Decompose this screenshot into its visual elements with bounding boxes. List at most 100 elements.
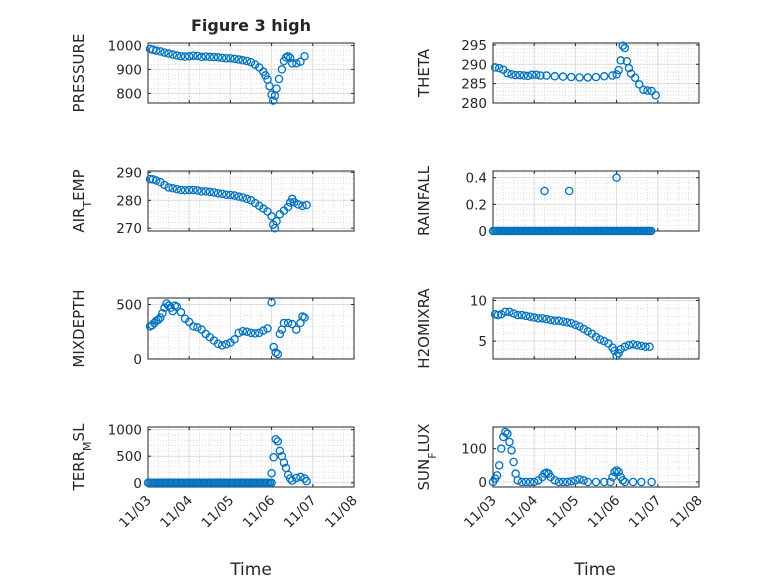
h2omixra-data-point [595, 335, 605, 344]
sun_flux-x-tick-label: 11/03 [461, 493, 500, 532]
terr_msl-y-tick-label: 500 [116, 449, 142, 465]
x-axis-label-left: Time [229, 560, 272, 580]
pressure-data-point [193, 51, 202, 61]
sun_flux-data-point [562, 477, 572, 487]
theta-data-point [635, 80, 644, 89]
rainfall-data-point [612, 173, 621, 182]
h2omixra-data-point [628, 340, 638, 349]
terr_msl-data-point [269, 453, 278, 462]
rainfall-y-axis-label: RAINFALL [415, 165, 433, 236]
pressure-data-point [209, 52, 219, 62]
sun_flux-data-point [509, 457, 518, 467]
sun_flux-data-point [554, 477, 564, 487]
h2omixra-data-point [525, 312, 535, 321]
mixdepth-data-point [300, 313, 309, 322]
terr_msl-data-point [271, 434, 280, 444]
rainfall-y-tick-label: 0.4 [466, 171, 487, 187]
pressure-data-point [172, 51, 182, 60]
theta-data-point [503, 68, 512, 78]
h2omixra-data-point [567, 318, 576, 328]
sun_flux-data-point [492, 471, 502, 480]
rainfall-data-point [646, 226, 656, 236]
air_temp-data-point [294, 200, 303, 209]
h2omixra-y-tick-label: 5 [478, 334, 487, 350]
air_temp-data-point [189, 185, 198, 195]
h2omixra-data-point [496, 310, 506, 319]
terr_msl-data-point [273, 437, 283, 446]
h2omixra-data-point [632, 340, 642, 350]
air_temp-data-point [217, 189, 227, 199]
h2omixra-data-point [645, 342, 654, 352]
sun_flux-y-tick-label: 100 [461, 442, 487, 458]
h2omixra-data-point [550, 316, 560, 326]
air_temp-data-point [184, 185, 194, 195]
theta-data-point [536, 71, 545, 80]
mixdepth-y-tick-label: 0 [133, 352, 142, 368]
sun_flux-data-point [507, 446, 516, 455]
mixdepth-y-axis-label: MIXDEPTH [70, 289, 88, 367]
mixdepth-data-point [292, 325, 301, 334]
pressure-data-point [201, 52, 210, 61]
sun_flux-data-point [503, 429, 512, 438]
theta-data-point [523, 71, 533, 81]
sun_flux-x-tick-label: 11/08 [667, 493, 706, 532]
air_temp-data-point [160, 180, 169, 190]
air_temp-data-point [209, 188, 219, 197]
air_temp-axes-box [147, 170, 355, 232]
sun_flux-data-point [517, 477, 527, 487]
air_temp-data-point [145, 174, 155, 184]
theta-data-point [583, 73, 593, 82]
h2omixra-data-point [534, 314, 543, 323]
theta-data-point [624, 63, 634, 73]
sun_flux-data-point [550, 476, 560, 485]
pressure-data-point [268, 96, 278, 105]
h2omixra-data-point [493, 310, 503, 320]
sun_flux-data-point [501, 427, 510, 437]
air_temp-data-point [168, 184, 177, 193]
air_temp-data-point [242, 194, 252, 204]
h2omixra-data-point [513, 310, 522, 320]
theta-y-axis-label: THETA [415, 48, 433, 98]
theta-data-point [591, 72, 601, 82]
mixdepth-data-point [160, 303, 169, 313]
air_temp-data-point [193, 186, 202, 195]
air_temp-data-point [176, 185, 186, 195]
theta-data-point [575, 73, 584, 82]
h2omixra-data-point [554, 316, 564, 326]
terr_msl-axes-box [147, 426, 355, 488]
pressure-axes-box [147, 42, 355, 104]
terr_msl-y-tick-label: 0 [133, 476, 142, 492]
mixdepth-data-point [263, 324, 272, 333]
rainfall-data-point [540, 186, 549, 196]
pressure-data-point [292, 59, 301, 68]
air_temp-y-tick-label: 280 [116, 193, 142, 209]
air_temp-data-point [205, 187, 215, 197]
pressure-data-point [189, 51, 198, 60]
pressure-data-point [246, 57, 256, 67]
theta-data-point [643, 86, 652, 95]
sun_flux-x-tick-label: 11/04 [502, 493, 541, 532]
sun_flux-data-point [608, 472, 617, 482]
sun_flux-data-point [618, 476, 628, 485]
air_temp-data-point [230, 191, 239, 200]
terr_msl-data-point [267, 468, 276, 478]
mixdepth-data-point [246, 328, 256, 338]
h2omixra-data-point [538, 314, 547, 323]
mixdepth-data-point [156, 313, 165, 322]
pressure-data-point [277, 65, 287, 74]
sun_flux-x-tick-label: 11/07 [626, 493, 665, 532]
h2omixra-data-point [542, 314, 551, 324]
pressure-data-point [222, 54, 231, 63]
pressure-data-point [168, 50, 177, 59]
sun_flux-data-point [579, 476, 588, 485]
h2omixra-axes-box [492, 297, 700, 360]
sun_flux-axes-box [492, 426, 700, 488]
sun_flux-data-point [591, 477, 601, 487]
mixdepth-data-point [213, 339, 223, 348]
mixdepth-data-point [269, 342, 278, 352]
mixdepth-data-point [154, 315, 163, 325]
theta-data-point [651, 91, 660, 100]
theta-y-tick-label: 285 [461, 77, 487, 93]
h2omixra-data-point [641, 342, 650, 352]
